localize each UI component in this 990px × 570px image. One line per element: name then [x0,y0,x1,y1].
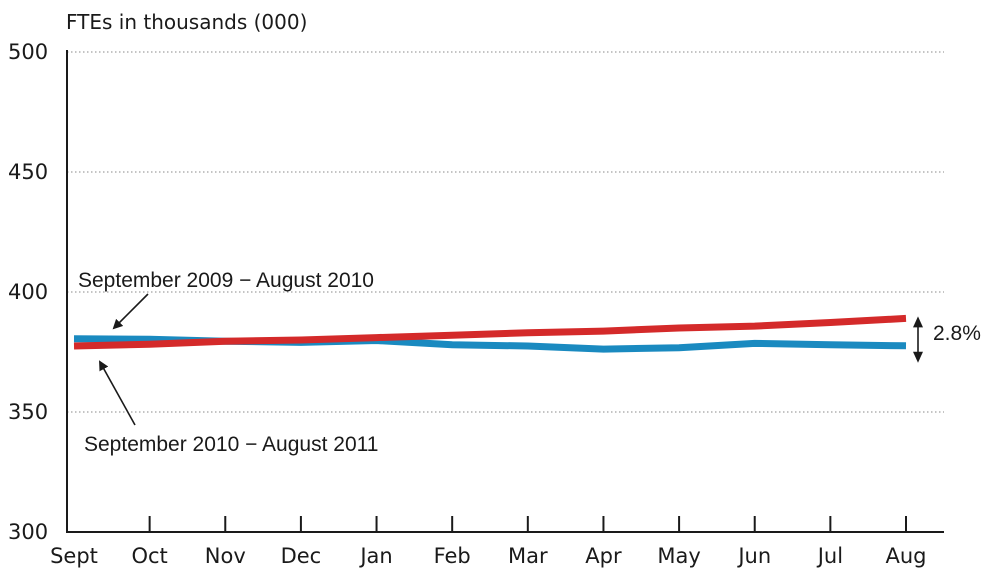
x-tick-label-apr: Apr [585,544,622,568]
annotation-arrow-lower [99,360,136,426]
series-label-2010-2011: September 2010 − August 2011 [84,433,378,456]
x-tick-label-nov: Nov [205,544,246,568]
x-tick-label-oct: Oct [131,544,167,568]
x-axis-ticks: Sept Oct Nov Dec Jan Feb Mar Apr May Jun Jul Aug [50,516,927,568]
difference-double-arrow [913,316,923,363]
x-tick-label-sept: Sept [50,544,98,568]
difference-arrow-head-down [913,351,923,363]
series-lines [73,314,907,353]
difference-arrow-head-up [913,316,923,328]
series-line-1 [73,314,907,350]
y-tick-label-400: 400 [8,280,48,304]
y-axis-title: FTEs in thousands (000) [66,10,307,34]
x-tick-label-feb: Feb [434,544,471,568]
x-tick-label-jun: Jun [736,544,771,568]
x-tick-label-may: May [657,544,700,568]
annotation-arrow-upper [112,293,149,330]
x-tick-label-jan: Jan [358,544,392,568]
y-tick-label-300: 300 [8,520,48,544]
x-tick-label-aug: Aug [885,544,926,568]
y-axis-ticks: 500 450 400 350 300 [8,40,48,544]
x-tick-label-jul: Jul [816,544,843,568]
series-label-2009-2010: September 2009 − August 2010 [78,269,374,292]
gridlines [67,51,944,413]
difference-label: 2.8% [933,322,981,345]
y-tick-label-350: 350 [8,400,48,424]
y-tick-label-450: 450 [8,160,48,184]
x-tick-label-dec: Dec [281,544,322,568]
x-tick-label-mar: Mar [508,544,548,568]
y-tick-label-500: 500 [8,40,48,64]
